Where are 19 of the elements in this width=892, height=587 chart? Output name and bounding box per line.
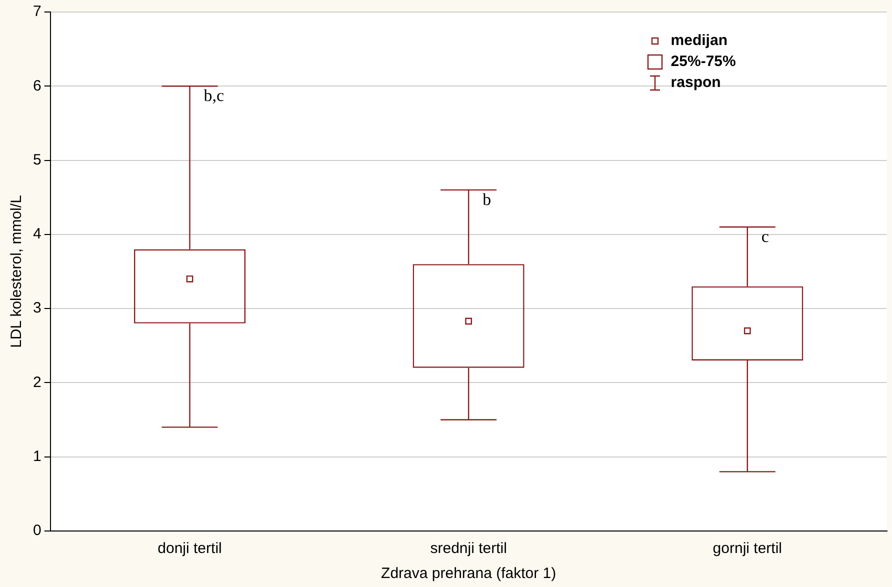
y-tick-label: 6 — [33, 77, 42, 94]
annotation: raspon — [670, 74, 721, 91]
y-tick-label: 2 — [33, 374, 42, 391]
x-tick-label: gornji tertil — [712, 540, 782, 558]
annotation: b — [482, 190, 492, 209]
y-tick-label: 5 — [33, 151, 42, 168]
y-tick-label: 3 — [33, 300, 42, 317]
x-axis-title: Zdrava prehrana (faktor 1) — [381, 565, 556, 582]
y-tick-label: 7 — [33, 3, 42, 20]
annotation: c — [761, 226, 770, 246]
annotation: medijan — [670, 32, 728, 49]
annotation: 25%-75% — [670, 53, 736, 70]
y-tick-label: 0 — [33, 522, 42, 540]
y-axis-title: LDL kolesterol, mmol/L — [8, 195, 26, 348]
annotation: b,c — [204, 86, 224, 106]
y-tick-label: 4 — [33, 226, 42, 243]
x-tick-label: donji tertil — [158, 540, 222, 558]
y-tick-label: 1 — [33, 448, 42, 465]
x-tick-label: srednji tertil — [430, 540, 507, 558]
